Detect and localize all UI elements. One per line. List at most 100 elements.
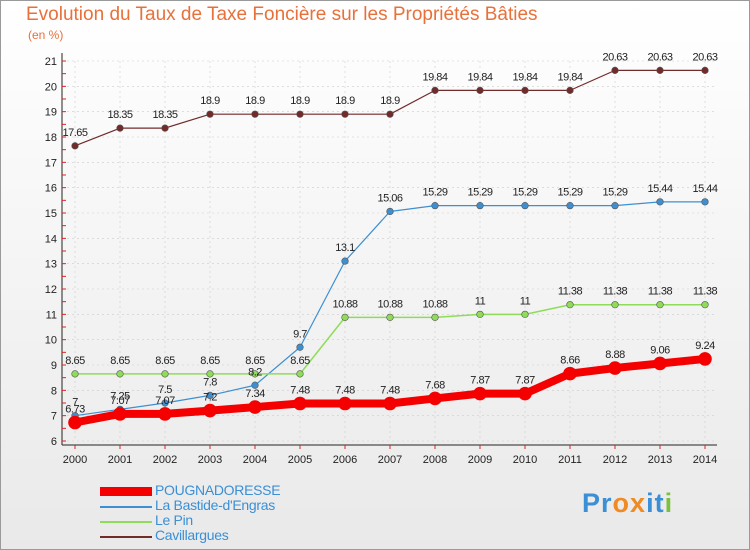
data-label-le-pin: 8.65 — [110, 355, 130, 367]
data-label-le-pin: 8.65 — [155, 355, 175, 367]
data-label-le-pin: 10.88 — [377, 298, 402, 310]
data-point-pougnadoresse — [113, 407, 127, 421]
y-tick-label: 19 — [45, 107, 57, 119]
y-tick-label: 12 — [45, 284, 57, 296]
data-point-la-bastide-d-engras — [161, 399, 169, 407]
data-label-cavillargues: 20.63 — [602, 51, 627, 63]
data-label-cavillargues: 18.9 — [200, 95, 220, 107]
data-label-le-pin: 11.38 — [603, 286, 628, 298]
data-label-pougnadoresse: 7.68 — [425, 379, 445, 391]
data-point-cavillargues — [656, 66, 664, 74]
legend-label: Le Pin — [155, 512, 193, 528]
data-label-pougnadoresse: 7.48 — [335, 385, 355, 397]
data-label-la-bastide-d-engras: 15.44 — [692, 183, 717, 195]
data-label-pougnadoresse: 8.66 — [560, 355, 580, 367]
y-tick-label: 7 — [51, 411, 57, 423]
data-point-cavillargues — [251, 110, 259, 118]
data-label-le-pin: 11.38 — [558, 286, 583, 298]
x-tick-label: 2014 — [693, 454, 717, 466]
data-labels: 17.65 18.35 18.35 18.9 18.9 18.9 18.9 18.9 19.84… — [62, 51, 718, 415]
data-point-la-bastide-d-engras — [296, 343, 304, 351]
data-label-cavillargues: 18.35 — [152, 109, 177, 121]
data-label-cavillargues: 18.9 — [245, 95, 265, 107]
x-tick-label: 2007 — [378, 454, 402, 466]
data-point-le-pin — [206, 370, 214, 378]
data-label-cavillargues: 20.63 — [647, 51, 672, 63]
axes: 6 7 8 9 10 11 12 13 14 15 16 17 18 19 20 21 2000 2001 2002… — [45, 53, 717, 466]
data-point-cavillargues — [701, 66, 709, 74]
data-point-la-bastide-d-engras — [386, 207, 394, 216]
data-point-pougnadoresse — [68, 415, 82, 430]
data-point-le-pin — [611, 301, 619, 309]
data-point-la-bastide-d-engras — [521, 202, 529, 210]
data-label-cavillargues: 18.9 — [380, 95, 400, 107]
y-tick-label: 14 — [45, 233, 57, 245]
data-label-le-pin: 11 — [475, 295, 486, 307]
data-label-la-bastide-d-engras: 15.44 — [647, 183, 672, 195]
y-tick-label: 10 — [45, 335, 57, 347]
data-point-le-pin — [701, 301, 709, 309]
data-label-la-bastide-d-engras: 15.29 — [602, 187, 627, 199]
data-point-le-pin — [116, 370, 124, 378]
data-point-la-bastide-d-engras — [206, 391, 214, 400]
data-label-pougnadoresse: 9.06 — [650, 344, 670, 356]
data-label-le-pin: 8.65 — [290, 355, 310, 367]
data-point-pougnadoresse — [338, 396, 352, 411]
x-tick-label: 2000 — [63, 454, 87, 466]
data-label-cavillargues: 19.84 — [422, 71, 447, 83]
data-label-le-pin: 8.65 — [245, 355, 265, 367]
x-tick-label: 2004 — [243, 454, 267, 466]
data-point-la-bastide-d-engras — [341, 257, 349, 265]
legend-swatch-le-pin — [100, 521, 152, 523]
data-point-le-pin — [296, 370, 304, 378]
legend-label: POUGNADORESSE — [155, 482, 281, 498]
y-tick-label: 6 — [51, 436, 57, 448]
chart-title: Evolution du Taux de Taxe Foncière sur l… — [26, 4, 538, 25]
x-tick-label: 2002 — [153, 454, 177, 466]
data-point-la-bastide-d-engras — [476, 202, 484, 210]
data-label-cavillargues: 18.9 — [335, 95, 355, 107]
data-point-cavillargues — [611, 66, 619, 74]
data-label-cavillargues: 19.84 — [512, 71, 537, 83]
data-point-pougnadoresse — [293, 396, 307, 411]
logo-letter: i — [646, 488, 655, 518]
legend-swatch-la-bastide — [100, 506, 152, 508]
data-label-cavillargues: 19.84 — [557, 71, 582, 83]
data-label-le-pin: 8.65 — [65, 355, 85, 367]
logo-letter: r — [601, 488, 613, 518]
data-point-le-pin — [521, 310, 529, 318]
chart-unit-label: (en %) — [28, 28, 64, 42]
data-label-la-bastide-d-engras: 9.7 — [293, 328, 307, 340]
x-tick-label: 2009 — [468, 454, 492, 466]
y-tick-label: 13 — [45, 259, 57, 271]
data-label-la-bastide-d-engras: 7.5 — [158, 384, 172, 396]
data-label-pougnadoresse: 7.48 — [290, 385, 310, 397]
data-point-pougnadoresse — [518, 386, 532, 401]
data-point-le-pin — [566, 301, 574, 309]
data-point-le-pin — [656, 301, 664, 309]
y-tick-label: 15 — [45, 208, 57, 220]
data-label-le-pin: 11.38 — [693, 286, 718, 298]
series-group — [68, 66, 712, 430]
data-point-la-bastide-d-engras — [656, 198, 664, 206]
data-point-pougnadoresse — [698, 352, 712, 366]
proxiti-logo: Proxiti — [582, 488, 673, 519]
data-label-la-bastide-d-engras: 13.1 — [335, 242, 355, 254]
data-label-cavillargues: 19.84 — [467, 71, 492, 83]
data-label-la-bastide-d-engras: 7.8 — [203, 376, 217, 388]
logo-letter: i — [664, 488, 674, 518]
y-tick-label: 20 — [45, 81, 57, 93]
data-label-la-bastide-d-engras: 15.29 — [467, 187, 492, 199]
data-point-cavillargues — [566, 86, 574, 94]
data-point-cavillargues — [296, 110, 304, 118]
data-point-pougnadoresse — [428, 391, 442, 406]
data-label-pougnadoresse: 8.88 — [605, 349, 625, 361]
data-point-la-bastide-d-engras — [701, 198, 709, 206]
logo-letter: P — [582, 488, 602, 518]
x-tick-label: 2010 — [513, 454, 537, 466]
data-point-cavillargues — [341, 110, 349, 118]
data-label-la-bastide-d-engras: 15.29 — [557, 187, 582, 199]
data-point-cavillargues — [206, 110, 214, 118]
